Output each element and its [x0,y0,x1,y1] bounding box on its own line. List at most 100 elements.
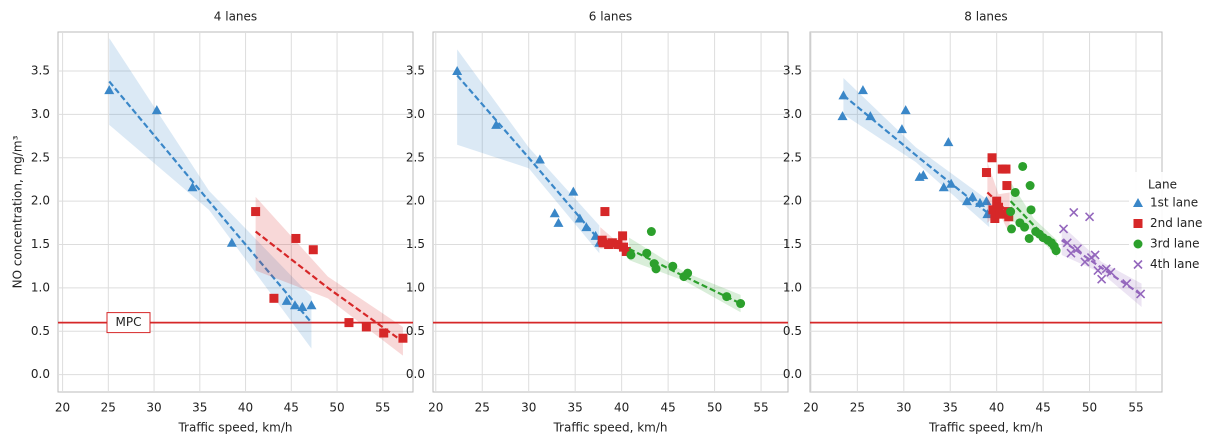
point [598,238,608,248]
point [988,205,998,215]
point [896,124,907,134]
point [226,237,237,247]
x-tick-label: 20 [55,401,70,415]
point [306,300,317,310]
x-axis-label: Traffic speed, km/h [928,421,1043,435]
point [683,268,693,278]
y-axis-label: NO concentration, mg/m³ [11,135,25,288]
confidence-band [109,38,312,349]
reference-label-box [106,312,151,334]
x-tick-label: 35 [568,401,583,415]
x-tick-label: 45 [660,401,675,415]
x-tick-label: 45 [284,401,299,415]
panel-title: 6 lanes [589,10,632,24]
point [1002,181,1012,191]
point [1106,267,1116,277]
x-tick-label: 20 [428,401,443,415]
point [1051,246,1061,256]
point [1066,248,1076,258]
confidence-band [457,49,600,254]
point [251,207,261,217]
y-tick-label: 0.0 [783,367,802,381]
x-axis-label: Traffic speed, km/h [552,421,667,435]
y-tick-label: 2.0 [783,194,802,208]
x-tick-label: 50 [1082,401,1097,415]
point [1010,187,1020,197]
point [553,217,564,227]
point [987,153,997,163]
x-tick-label: 30 [146,401,161,415]
legend-title: Lane [1148,178,1177,192]
point [865,111,876,121]
point [269,293,279,303]
y-tick-label: 1.0 [783,280,802,294]
point [600,207,610,217]
point [379,328,389,338]
point [857,85,868,95]
trend-line [1009,200,1058,250]
point [1069,207,1079,217]
x-tick-label: 55 [375,401,390,415]
point [281,295,292,305]
point [938,182,949,192]
point [308,245,318,255]
y-tick-label: 1.0 [406,280,425,294]
point [1097,274,1107,284]
x-tick-label: 50 [329,401,344,415]
point [1004,212,1014,222]
point [1026,205,1036,215]
trend-line [842,94,990,216]
y-tick-label: 2.0 [31,194,50,208]
trend-line [628,247,742,305]
point [982,209,993,219]
trend-line [986,191,1011,215]
point [994,202,1004,212]
y-tick-label: 3.0 [406,107,425,121]
x-axis-label: Traffic speed, km/h [177,421,292,435]
legend-label: 2nd lane [1150,216,1202,230]
point [291,233,301,243]
point [1025,181,1035,191]
y-tick-label: 2.5 [31,150,50,164]
point [837,111,848,121]
y-tick-label: 2.5 [406,150,425,164]
x-tick-label: 25 [850,401,865,415]
point [995,209,1005,219]
plot-area [432,31,789,393]
point [151,105,162,115]
x-tick-label: 30 [896,401,911,415]
x-tick-label: 55 [753,401,768,415]
point [990,214,1000,224]
point [1084,212,1095,222]
y-tick-label: 1.5 [783,237,802,251]
y-tick-label: 0.5 [31,324,50,338]
x-tick-label: 55 [1128,401,1143,415]
point [104,85,115,95]
x-tick-label: 40 [614,401,629,415]
confidence-band [1061,225,1142,307]
y-tick-label: 3.5 [31,64,50,78]
point [1006,207,1016,217]
legend-label: 3rd lane [1150,237,1199,251]
point [491,119,502,129]
point [642,248,652,258]
point [736,299,746,309]
y-tick-label: 3.5 [406,64,425,78]
point [344,318,354,328]
x-tick-label: 30 [521,401,536,415]
y-tick-label: 1.5 [406,237,425,251]
point [1058,224,1069,234]
point [297,301,308,311]
y-tick-label: 3.0 [31,107,50,121]
x-tick-label: 25 [101,401,116,415]
point [646,227,656,237]
point [361,322,371,332]
y-tick-label: 0.0 [406,367,425,381]
point [549,208,560,218]
trend-line [1061,239,1143,296]
trend-line [599,238,627,248]
confidence-band [843,77,990,228]
point [187,182,198,192]
